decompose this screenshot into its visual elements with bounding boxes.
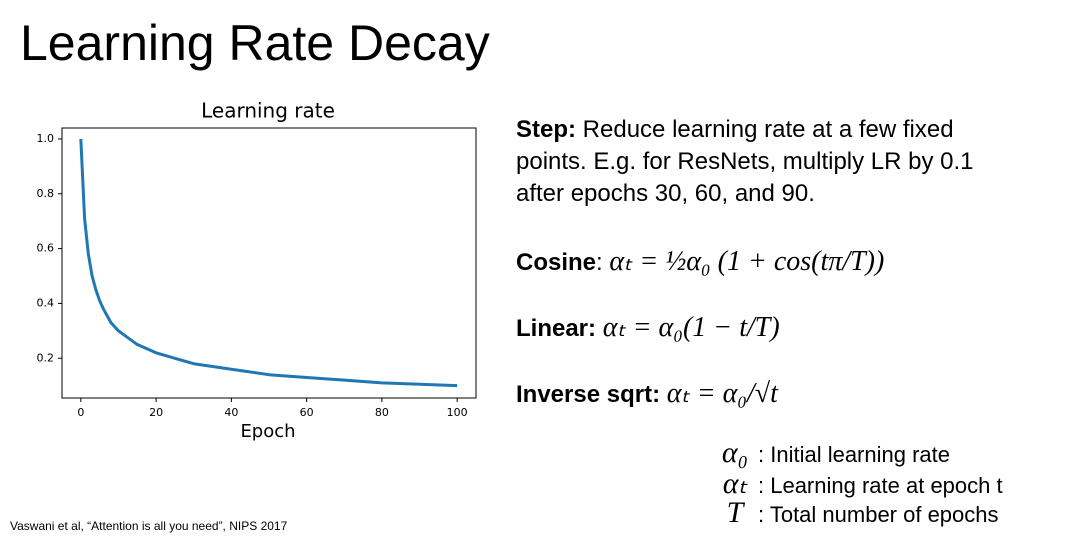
chart: Learning rate Epoch 0.2 0.4 0.6 0.8 1.0 0 20 40…	[37, 99, 477, 442]
x-axis-label: Epoch	[240, 421, 295, 442]
y-tick-label: 1.0	[37, 132, 55, 145]
slide-title: Learning Rate Decay	[20, 15, 490, 71]
x-tick-label: 100	[447, 406, 468, 419]
symbol: α₀	[721, 436, 749, 469]
y-tick-label: 0.4	[37, 296, 55, 309]
step-line: after epochs 30, 60, and 90.	[516, 180, 815, 207]
x-tick-label: 80	[375, 406, 389, 419]
x-tick-label: 0	[77, 406, 84, 419]
symbol: αₜ	[722, 467, 748, 500]
step-label: Step:	[516, 116, 576, 143]
method: Inverse sqrt: αₜ = α₀/√t	[516, 378, 778, 411]
plot-frame	[61, 127, 477, 399]
chart-title: Learning rate	[201, 99, 335, 123]
symbol-row: α₀ : Initial learning rate	[712, 436, 1003, 469]
formula: αₜ = α₀/√t	[666, 378, 778, 409]
step-text: Reduce learning rate at a few fixed	[582, 116, 954, 143]
symbol-text: : Learning rate at epoch t	[758, 473, 1003, 498]
step-line: points. E.g. for ResNets, multiply LR by…	[516, 148, 974, 175]
method: Linear: αₜ = α₀(1 − t/T)	[516, 312, 780, 345]
symbol-row: T : Total number of epochs	[712, 496, 1003, 529]
formula: αₜ = ½α₀ (1 + cos(tπ/T))	[609, 246, 885, 277]
method-label: Cosine	[516, 249, 597, 276]
symbol-legend: α₀ : Initial learning rate αₜ : Learning r…	[712, 436, 1003, 529]
symbol-text: : Total number of epochs	[758, 502, 999, 527]
symbol-row: αₜ : Learning rate at epoch t	[712, 466, 1003, 500]
x-tick-label: 20	[149, 406, 163, 419]
x-tick-label: 40	[224, 406, 238, 419]
x-tick-label: 60	[300, 406, 314, 419]
method: Cosine: αₜ = ½α₀ (1 + cos(tπ/T))	[516, 246, 884, 279]
method-label: Inverse sqrt:	[516, 381, 661, 408]
formula: αₜ = α₀(1 − t/T)	[602, 312, 780, 343]
y-tick-label: 0.8	[37, 187, 55, 200]
step-line: Step: Reduce learning rate at a few fixe…	[516, 114, 974, 146]
footnote: Vaswani et al, “Attention is all you nee…	[10, 519, 288, 533]
symbol: T	[726, 496, 744, 529]
y-tick-label: 0.6	[37, 242, 55, 255]
line	[79, 138, 458, 388]
symbol-text: : Initial learning rate	[758, 442, 950, 467]
method-label: Linear:	[516, 315, 597, 342]
step-block: Step: Reduce learning rate at a few fixe…	[516, 114, 974, 210]
y-tick-label: 0.2	[37, 351, 55, 364]
method-suffix: :	[596, 249, 603, 276]
